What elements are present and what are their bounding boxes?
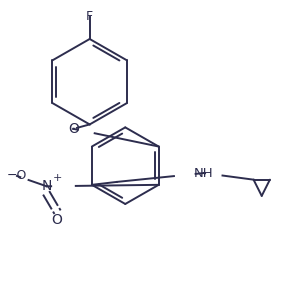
Text: NH: NH	[194, 167, 214, 180]
Text: O: O	[52, 213, 63, 227]
Text: O: O	[68, 122, 79, 136]
Text: −O: −O	[7, 170, 27, 183]
Text: F: F	[86, 10, 93, 23]
Text: N: N	[41, 179, 52, 193]
Text: +: +	[53, 173, 63, 183]
